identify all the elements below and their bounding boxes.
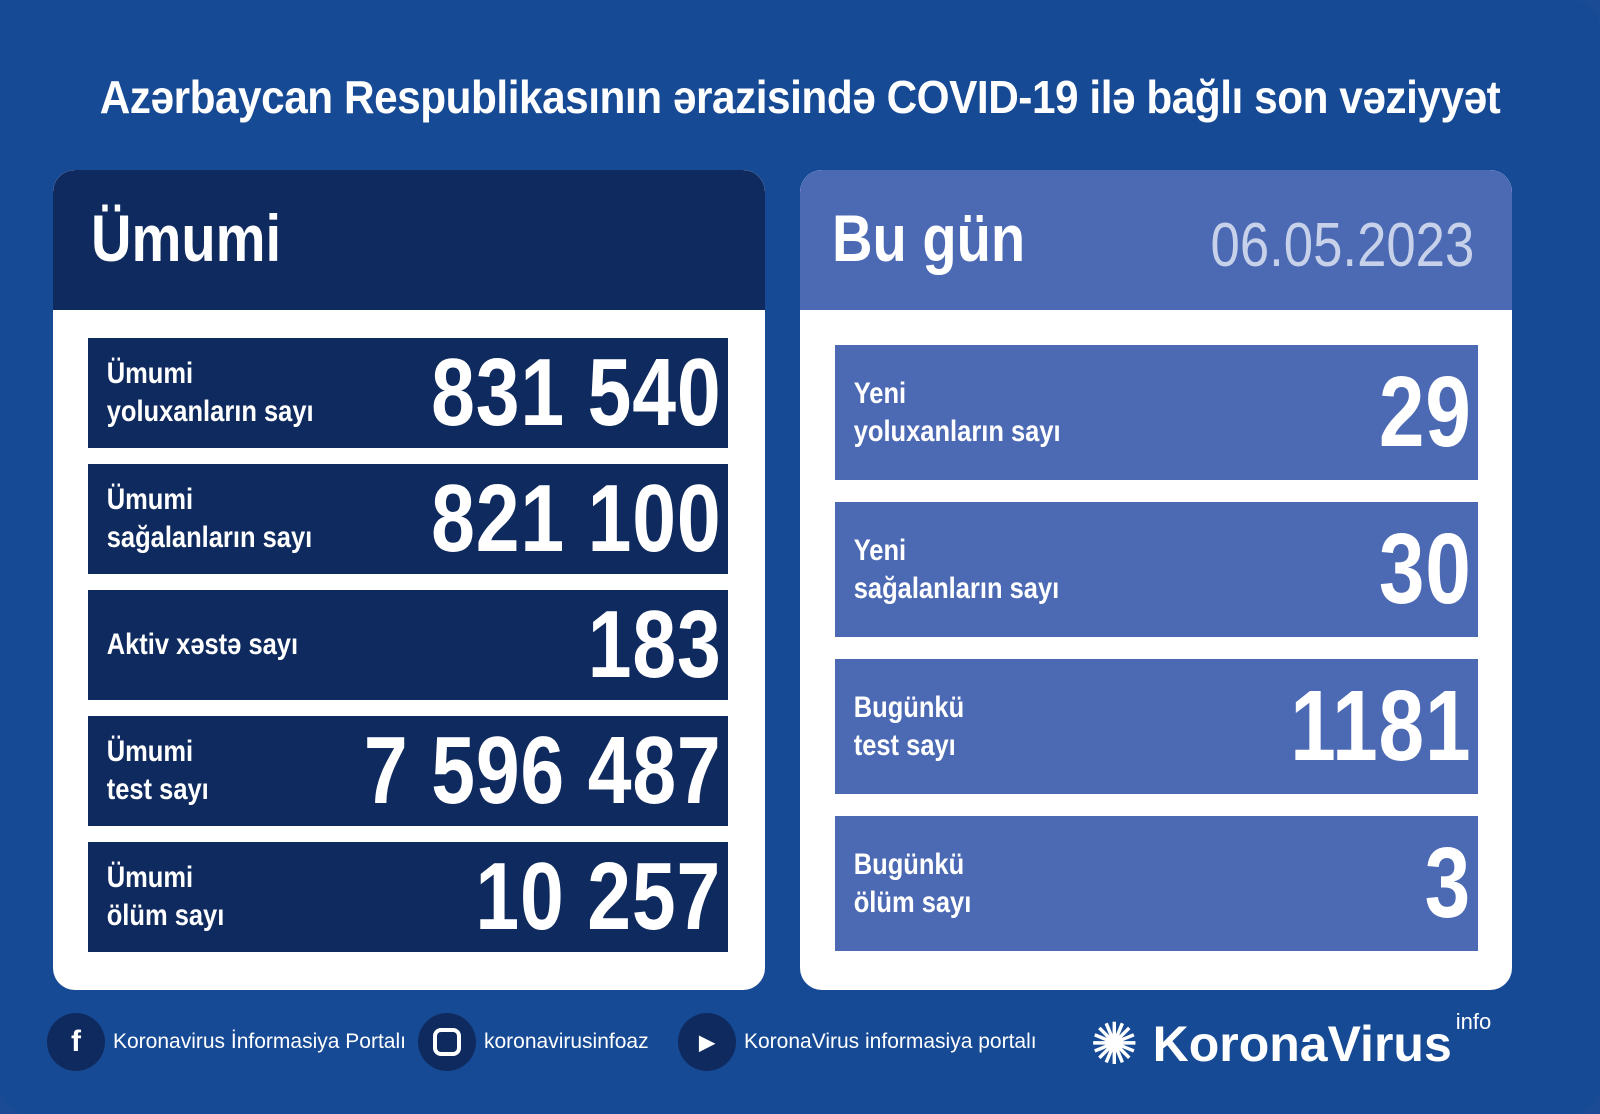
- row-label: Ümumi sağalanların sayı: [106, 483, 313, 554]
- today-header: Bu gün 06.05.2023: [800, 170, 1512, 310]
- today-row: Yeni sağalanların sayı 30: [835, 502, 1478, 637]
- row-value: 10 257: [475, 843, 722, 950]
- row-label: Aktiv xəstə sayı: [106, 628, 299, 661]
- page-title: Azərbaycan Respublikasının ərazisində CO…: [99, 71, 1501, 123]
- row-value: 1181: [1290, 670, 1472, 782]
- today-row: Bugünkü ölüm sayı 3: [835, 816, 1478, 951]
- today-heading: Bu gün: [832, 201, 1026, 275]
- total-card: Ümumi Ümumi yoluxanların sayı 831 540 Ümu…: [53, 170, 765, 990]
- row-value: 3: [1425, 827, 1472, 939]
- facebook-link[interactable]: f Koronavirus İnformasiya Portalı: [47, 1013, 406, 1071]
- row-value: 821 100: [431, 465, 722, 572]
- total-row: Ümumi ölüm sayı 10 257: [88, 842, 728, 952]
- row-label: Yeni yoluxanların sayı: [853, 376, 1061, 448]
- row-label: Ümumi yoluxanların sayı: [106, 357, 314, 428]
- row-value: 183: [587, 591, 722, 698]
- total-row: Aktiv xəstə sayı 183: [88, 590, 728, 700]
- logo-name: KoronaVirus: [1152, 1016, 1452, 1072]
- logo-sup: info: [1455, 1009, 1492, 1034]
- today-row: Bugünkü test sayı 1181: [835, 659, 1478, 794]
- virus-sun-icon: ✺: [1090, 1012, 1139, 1077]
- row-label: Yeni sağalanların sayı: [853, 533, 1060, 605]
- total-row: Ümumi test sayı 7 596 487: [88, 716, 728, 826]
- facebook-label: Koronavirus İnformasiya Portalı: [113, 1030, 406, 1053]
- youtube-icon: ▶: [678, 1013, 736, 1071]
- youtube-link[interactable]: ▶ KoronaVirus informasiya portalı: [678, 1013, 1037, 1071]
- row-value: 831 540: [431, 339, 722, 446]
- instagram-link[interactable]: koronavirusinfoaz: [418, 1013, 649, 1071]
- instagram-label: koronavirusinfoaz: [484, 1030, 649, 1053]
- date: 06.05.2023: [1210, 211, 1474, 280]
- youtube-label: KoronaVirus informasiya portalı: [744, 1030, 1037, 1053]
- total-row: Ümumi yoluxanların sayı 831 540: [88, 338, 728, 448]
- today-card: Bu gün 06.05.2023 Yeni yoluxanların sayı 2…: [800, 170, 1512, 990]
- total-row: Ümumi sağalanların sayı 821 100: [88, 464, 728, 574]
- row-label: Bugünkü ölüm sayı: [853, 847, 972, 919]
- koronavirus-logo: ✺ KoronaVirus info: [1090, 1009, 1492, 1078]
- facebook-icon: f: [47, 1013, 105, 1071]
- total-heading: Ümumi: [91, 201, 282, 275]
- row-label: Ümumi test sayı: [106, 735, 209, 806]
- row-label: Bugünkü test sayı: [853, 690, 965, 762]
- row-value: 29: [1378, 356, 1472, 468]
- today-row: Yeni yoluxanların sayı 29: [835, 345, 1478, 480]
- instagram-icon: [418, 1013, 476, 1071]
- row-value: 30: [1378, 513, 1472, 625]
- row-label: Ümumi ölüm sayı: [106, 861, 225, 932]
- row-value: 7 596 487: [363, 717, 722, 824]
- total-header: Ümumi: [53, 170, 765, 310]
